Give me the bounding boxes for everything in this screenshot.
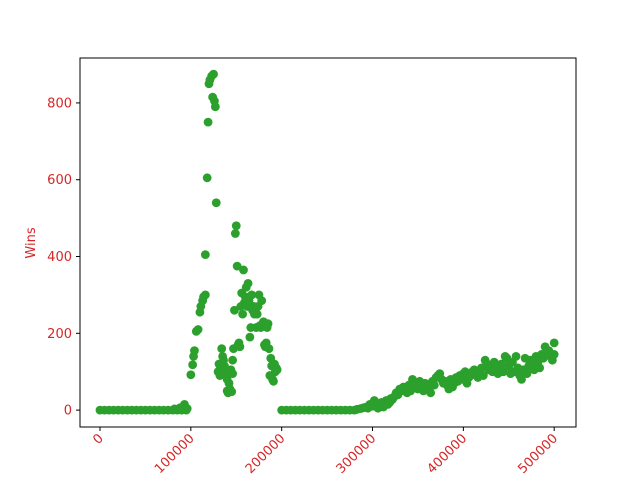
data-point xyxy=(264,344,274,354)
y-tick-label: 200 xyxy=(47,327,72,342)
data-point xyxy=(269,376,278,386)
data-point xyxy=(239,265,248,275)
data-point xyxy=(247,290,257,300)
data-point xyxy=(429,380,439,390)
data-point xyxy=(497,359,506,369)
data-point xyxy=(231,221,241,231)
data-point xyxy=(238,309,248,319)
plot-frame xyxy=(79,57,577,428)
data-point xyxy=(232,261,242,271)
data-point xyxy=(535,363,545,373)
data-point xyxy=(200,250,210,259)
x-tick-label: 100000 xyxy=(152,431,198,477)
data-point xyxy=(230,229,240,238)
x-tick-label: 200000 xyxy=(243,431,289,477)
data-point xyxy=(252,309,262,319)
x-tick-label: 500000 xyxy=(515,431,561,477)
y-axis-label: Wins xyxy=(24,227,39,258)
data-point xyxy=(209,69,218,79)
data-point xyxy=(517,374,526,384)
data-point xyxy=(186,370,196,380)
data-point xyxy=(200,290,210,300)
data-point xyxy=(522,369,532,379)
data-point xyxy=(203,117,213,127)
data-point xyxy=(257,296,267,306)
data-point xyxy=(227,387,237,397)
points-layer xyxy=(95,69,559,415)
data-point xyxy=(217,344,227,354)
data-point xyxy=(549,338,559,348)
data-point xyxy=(188,360,198,370)
x-tick-label: 0 xyxy=(90,431,106,447)
data-point xyxy=(228,369,238,379)
data-point xyxy=(228,355,238,365)
data-point xyxy=(498,367,508,377)
data-point xyxy=(243,278,253,288)
data-point xyxy=(210,102,220,112)
data-point xyxy=(478,371,488,380)
data-point xyxy=(245,332,255,342)
y-tick-label: 400 xyxy=(47,250,72,265)
data-point xyxy=(549,350,559,359)
y-tick-label: 800 xyxy=(47,96,72,111)
data-point xyxy=(263,319,273,329)
data-point xyxy=(426,388,436,398)
x-tick-label: 400000 xyxy=(424,431,470,477)
x-axis: 0 100000 200000 300000 400000 500000 xyxy=(90,427,561,477)
data-point xyxy=(272,365,282,375)
y-axis: 0 200 400 600 800 xyxy=(47,96,80,419)
data-point xyxy=(193,325,203,334)
data-point xyxy=(211,198,221,208)
data-point xyxy=(230,305,239,315)
data-point xyxy=(182,404,192,413)
data-point xyxy=(202,173,212,183)
y-tick-label: 0 xyxy=(64,404,72,419)
data-point xyxy=(190,346,199,355)
y-tick-label: 600 xyxy=(47,173,72,188)
data-point xyxy=(511,351,521,361)
x-tick-label: 300000 xyxy=(334,431,380,477)
data-point xyxy=(235,342,245,352)
